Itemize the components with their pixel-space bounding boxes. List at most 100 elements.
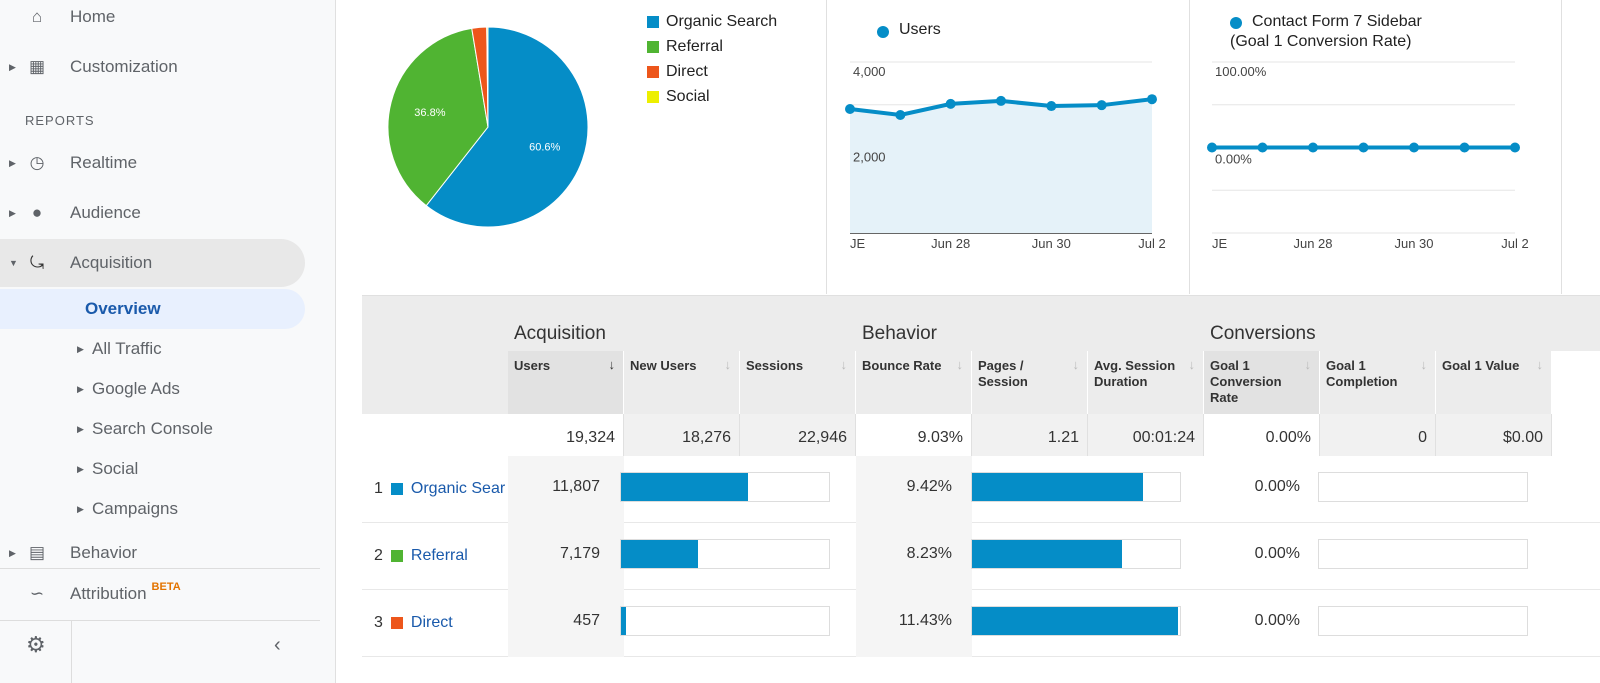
column-header[interactable]: Avg. Session Duration ↓: [1088, 351, 1204, 414]
data-point[interactable]: [1257, 142, 1268, 153]
legend-item[interactable]: Social: [647, 84, 777, 109]
data-point[interactable]: [1147, 94, 1157, 105]
pie-data-label: 60.6%: [529, 142, 560, 154]
nav-realtime[interactable]: ▶ ◷ Realtime: [9, 153, 138, 172]
total-value: 0.00%: [1204, 414, 1320, 456]
y-tick-label: 2,000: [853, 150, 886, 165]
nav-behavior[interactable]: ▶ ▤ Behavior: [9, 543, 138, 562]
users-legend: Users: [877, 21, 941, 39]
goal-legend: Contact Form 7 Sidebar (Goal 1 Conversion…: [1230, 13, 1422, 50]
explorer-table: Acquisition Behavior Conversions Users ↓ 1…: [362, 295, 1600, 683]
x-tick-label: Jul 2: [1138, 236, 1165, 251]
cell-bg: [856, 523, 972, 590]
row-label: 3 Direct: [374, 614, 453, 632]
cell-bg: [508, 456, 624, 523]
pie-slice-organic-search[interactable]: [425, 26, 589, 228]
clock-icon: ◷: [29, 153, 45, 172]
data-point[interactable]: [1459, 142, 1470, 153]
caret-right-icon: ▶: [9, 547, 16, 558]
attribution-icon: ∽: [29, 584, 45, 603]
legend-item[interactable]: Referral: [647, 34, 777, 59]
channel-link[interactable]: Direct: [410, 614, 453, 631]
bounce-rate-value: 11.43%: [898, 612, 952, 629]
nav-home[interactable]: ⌂ Home: [0, 0, 305, 41]
collapse-chevron-left-icon[interactable]: ‹: [274, 634, 281, 656]
data-point[interactable]: [1096, 100, 1107, 111]
data-point[interactable]: [945, 98, 956, 109]
pie-slice-social[interactable]: [486, 26, 489, 128]
pie-legend: Organic Search Referral Direct Social: [647, 9, 777, 109]
conversion-rate-value: 0.00%: [1254, 478, 1300, 495]
pie-slice-referral[interactable]: [387, 27, 489, 207]
nav-audience[interactable]: ▶ ● Audience: [9, 203, 141, 222]
sort-arrow-icon: ↓: [724, 357, 732, 372]
nav-google-ads[interactable]: ▶ Google Ads: [77, 379, 180, 398]
data-point[interactable]: [1409, 142, 1419, 153]
pie-panel: 60.6% 36.8% Organic Search Referral Direct S…: [362, 0, 827, 294]
pie-data-label: 36.8%: [414, 107, 445, 119]
caret-right-icon: ▶: [77, 463, 84, 474]
column-header[interactable]: New Users ↓: [624, 351, 740, 414]
users-bar: [620, 472, 830, 502]
column-header[interactable]: Users ↓: [508, 351, 624, 414]
nav-acquisition[interactable]: ▼ ⤿ Acquisition: [0, 239, 305, 287]
nav-campaigns[interactable]: ▶ Campaigns: [77, 499, 178, 518]
row-label: 1 Organic Sear: [374, 480, 505, 498]
nav-overview[interactable]: Overview: [0, 289, 305, 329]
column-header[interactable]: Pages / Session ↓: [972, 351, 1088, 414]
users-bar-fill: [621, 473, 748, 501]
x-tick-label: Jun 28: [931, 236, 970, 251]
x-tick-label: Jun 30: [1032, 236, 1071, 251]
column-header-label: Goal 1 Completion: [1326, 358, 1398, 389]
data-point[interactable]: [895, 110, 906, 121]
data-point[interactable]: [1046, 101, 1057, 112]
header-blank: [362, 296, 508, 414]
home-icon: ⌂: [31, 7, 43, 26]
channel-link[interactable]: Organic Sear: [410, 480, 506, 497]
channel-link[interactable]: Referral: [410, 547, 468, 564]
data-point[interactable]: [996, 95, 1006, 106]
legend-dot: [877, 26, 889, 38]
data-point[interactable]: [1308, 142, 1318, 153]
caret-right-icon: ▶: [77, 503, 84, 514]
conversion-rate-bar: [1318, 539, 1528, 569]
column-header[interactable]: Goal 1 Value ↓: [1436, 351, 1552, 414]
legend-item[interactable]: Organic Search: [647, 9, 777, 34]
column-header-label: Goal 1 Value: [1442, 358, 1520, 373]
legend-label: Organic Search: [666, 12, 778, 30]
cell-bg: [508, 523, 624, 590]
column-header-label: Users: [514, 358, 551, 373]
data-point[interactable]: [1510, 142, 1520, 153]
nav-search-console[interactable]: ▶ Search Console: [77, 419, 213, 438]
column-header-label: Pages / Session: [978, 358, 1028, 389]
row-rank: 1: [374, 480, 383, 497]
column-header[interactable]: Goal 1 Conversion Rate ↓: [1204, 351, 1320, 414]
bounce-rate-bar-fill: [972, 473, 1143, 501]
data-point[interactable]: [1207, 142, 1217, 153]
conversion-rate-value: 0.00%: [1254, 612, 1300, 629]
caret-right-icon: ▶: [77, 343, 84, 354]
nav-all-traffic[interactable]: ▶ All Traffic: [77, 339, 162, 358]
y-tick-label: 4,000: [853, 64, 886, 79]
nav-attribution[interactable]: ∽ Attribution BETA: [0, 570, 305, 618]
data-point[interactable]: [845, 104, 855, 115]
column-header[interactable]: Bounce Rate ↓: [856, 351, 972, 414]
column-header[interactable]: Goal 1 Completion ↓: [1320, 351, 1436, 414]
gear-icon[interactable]: ⚙: [26, 632, 46, 657]
table-row: 2 Referral 7,179 8.23% 0.00%: [362, 523, 1600, 590]
divider: [0, 568, 320, 569]
total-value: 00:01:24: [1088, 414, 1204, 456]
goal-chart-panel: Contact Form 7 Sidebar (Goal 1 Conversion…: [1190, 0, 1562, 294]
nav-social[interactable]: ▶ Social: [77, 459, 139, 478]
divider: [0, 620, 320, 621]
nav-customization[interactable]: ▶ ▦ Customization: [9, 57, 178, 76]
sort-arrow-icon: ↓: [956, 357, 964, 372]
data-point[interactable]: [1358, 142, 1369, 153]
bounce-rate-value: 9.42%: [906, 478, 952, 495]
channel-swatch: [390, 550, 403, 562]
legend-item[interactable]: Direct: [647, 59, 777, 84]
column-header-label: Avg. Session Duration: [1094, 358, 1176, 389]
legend-swatch: [647, 15, 659, 28]
column-header[interactable]: Sessions ↓: [740, 351, 856, 414]
main-content: 60.6% 36.8% Organic Search Referral Direct S…: [362, 0, 1600, 683]
